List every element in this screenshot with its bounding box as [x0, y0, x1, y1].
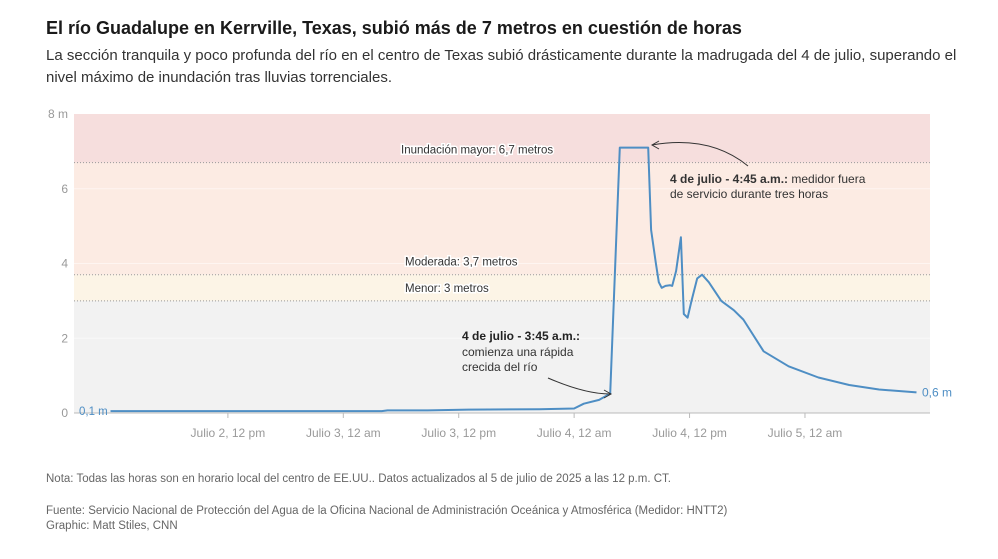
chart-subtitle: La sección tranquila y poco profunda del…: [46, 47, 957, 86]
band-2: [74, 274, 930, 301]
series-line: [110, 146, 917, 413]
threshold-label: Menor: 3 metros: [405, 283, 489, 295]
arrowhead-icon: [650, 140, 660, 150]
start-value-label: 0,1 m: [79, 406, 108, 418]
line-chart: 0 2 4 6 8 m Inundación mayor: 6,7 metros Moder…: [48, 107, 952, 440]
threshold-label: Moderada: 3,7 metros: [405, 257, 518, 269]
annotation-text: crecida del río: [462, 360, 538, 374]
y-tick-label: 0: [61, 406, 68, 420]
x-tick-label: Julio 4, 12 am: [537, 426, 612, 440]
annotation-title: 4 de julio - 4:45 a.m.: medidor fuera: [670, 172, 866, 186]
x-tick-label: Julio 5, 12 am: [768, 426, 843, 440]
credit-text: Graphic: Matt Stiles, CNN: [46, 520, 178, 532]
annotation-title: 4 de julio - 3:45 a.m.:: [462, 329, 580, 343]
annotation-rest: medidor fuera: [788, 172, 866, 186]
annotation-arrow: [547, 377, 611, 395]
chart-title: El río Guadalupe en Kerrville, Texas, su…: [46, 18, 742, 38]
note-text: Nota: Todas las horas son en horario loc…: [46, 473, 671, 485]
source-text: Fuente: Servicio Nacional de Protección …: [46, 505, 728, 517]
y-tick-label: 6: [61, 182, 68, 196]
y-tick-label: 8 m: [48, 107, 68, 121]
band-1: [74, 162, 930, 275]
y-tick-label: 4: [61, 257, 68, 271]
arrowhead-icon: [603, 389, 613, 399]
annotation-arrow: [651, 142, 749, 167]
end-value-label: 0,6 m: [922, 385, 952, 399]
y-tick-label: 2: [61, 331, 68, 345]
x-tick-label: Julio 2, 12 pm: [191, 426, 266, 440]
annotation-text: comienza una rápida: [462, 345, 574, 359]
x-tick-label: Julio 3, 12 pm: [421, 426, 496, 440]
annotation-bold: 4 de julio - 4:45 a.m.:: [670, 172, 788, 186]
threshold-label: Inundación mayor: 6,7 metros: [401, 145, 553, 157]
band-0: [74, 114, 930, 163]
x-tick-label: Julio 4, 12 pm: [652, 426, 727, 440]
annotation-text: de servicio durante tres horas: [670, 187, 828, 201]
x-tick-label: Julio 3, 12 am: [306, 426, 381, 440]
